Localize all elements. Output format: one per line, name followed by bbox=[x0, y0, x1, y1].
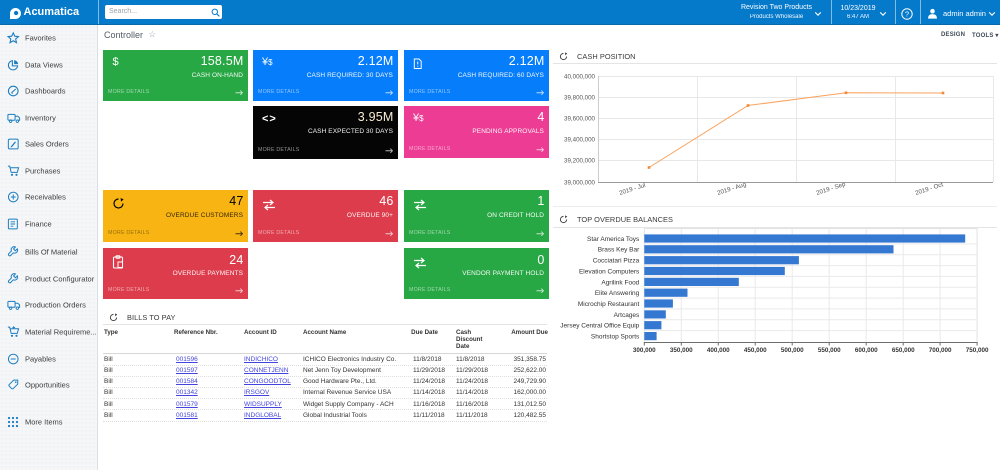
svg-text:600,000: 600,000 bbox=[855, 347, 878, 354]
svg-text:2019 - Sep: 2019 - Sep bbox=[815, 181, 846, 197]
svg-text:2019 - Jul: 2019 - Jul bbox=[618, 182, 646, 197]
svg-text:400,000: 400,000 bbox=[707, 347, 730, 354]
svg-text:39,400,000: 39,400,000 bbox=[564, 137, 596, 144]
svg-text:550,000: 550,000 bbox=[818, 347, 841, 354]
svg-text:40,000,000: 40,000,000 bbox=[564, 74, 596, 81]
svg-text:Agrilink Food: Agrilink Food bbox=[601, 279, 639, 286]
svg-text:Cocciatari Pizza: Cocciatari Pizza bbox=[593, 258, 640, 265]
svg-text:350,000: 350,000 bbox=[670, 347, 693, 354]
svg-text:2019 - Oct: 2019 - Oct bbox=[914, 181, 944, 197]
svg-text:650,000: 650,000 bbox=[892, 347, 915, 354]
svg-text:39,000,000: 39,000,000 bbox=[564, 180, 596, 187]
svg-text:300,000: 300,000 bbox=[633, 347, 656, 354]
svg-text:700,000: 700,000 bbox=[929, 347, 952, 354]
svg-text:450,000: 450,000 bbox=[744, 347, 767, 354]
svg-text:Brass Key Bar: Brass Key Bar bbox=[598, 247, 640, 254]
svg-text:Star America Toys: Star America Toys bbox=[587, 236, 640, 243]
svg-text:2019 - Aug: 2019 - Aug bbox=[716, 181, 747, 197]
svg-text:39,800,000: 39,800,000 bbox=[564, 95, 596, 102]
svg-text:500,000: 500,000 bbox=[781, 347, 804, 354]
svg-text:750,000: 750,000 bbox=[966, 347, 989, 354]
svg-text:Jersey Central Office Equip: Jersey Central Office Equip bbox=[560, 323, 639, 330]
svg-text:Shortstop Sports: Shortstop Sports bbox=[591, 334, 640, 341]
svg-text:?: ? bbox=[905, 9, 909, 18]
svg-text:Elevation Computers: Elevation Computers bbox=[579, 268, 640, 275]
svg-text:39,200,000: 39,200,000 bbox=[564, 158, 596, 165]
svg-text:Elite Answering: Elite Answering bbox=[595, 290, 640, 297]
svg-text:Artcages: Artcages bbox=[614, 312, 640, 319]
svg-text:39,600,000: 39,600,000 bbox=[564, 116, 596, 123]
svg-text:Microchip Restaurant: Microchip Restaurant bbox=[578, 301, 640, 308]
